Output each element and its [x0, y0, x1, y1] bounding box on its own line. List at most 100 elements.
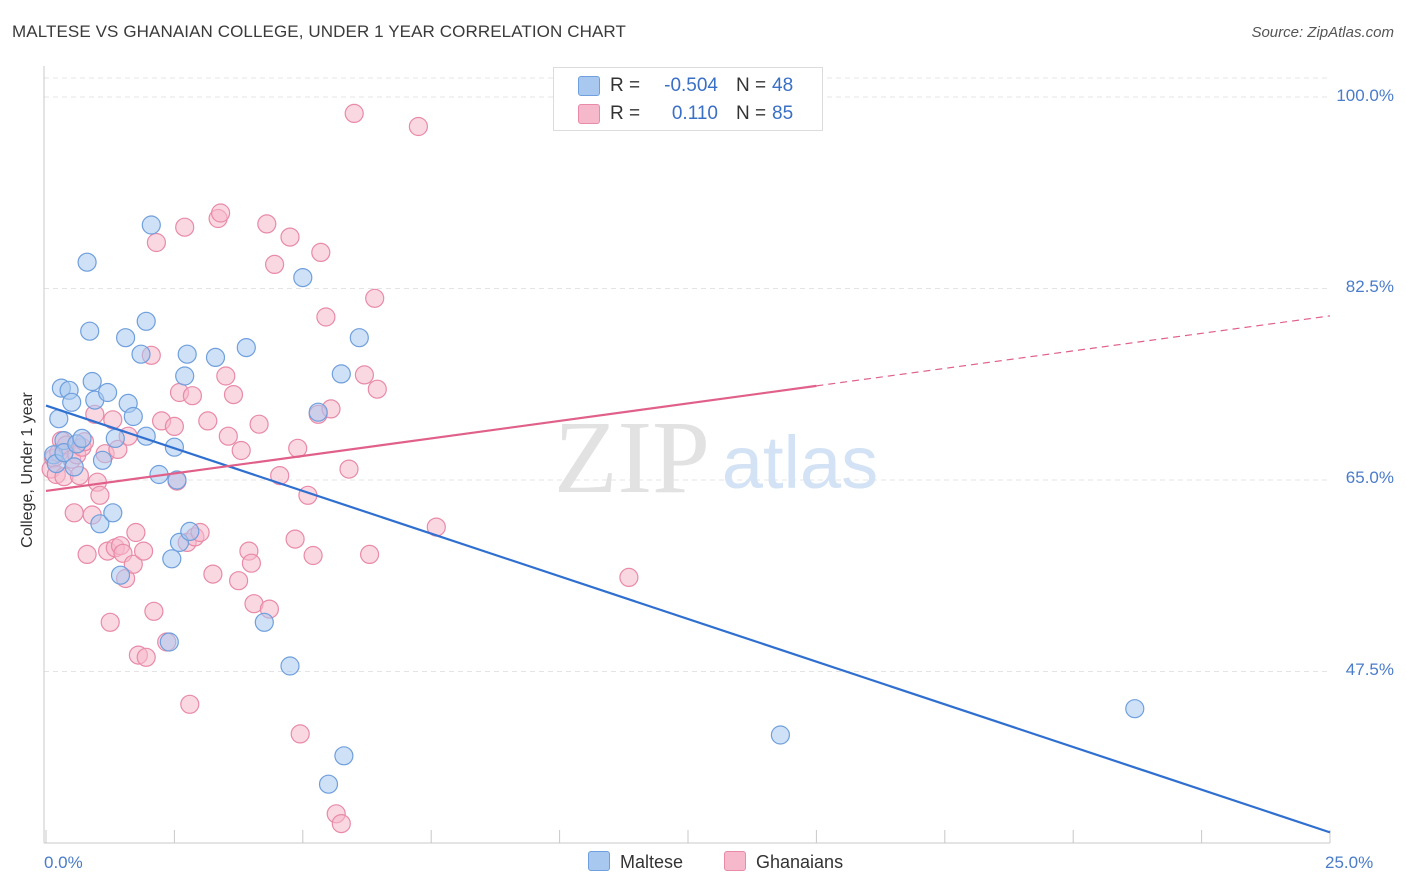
ghanaians-point: [218, 426, 238, 446]
maltese-point: [177, 344, 197, 364]
y-tick-label: 47.5%: [1345, 660, 1394, 679]
maltese-point: [770, 725, 791, 745]
ghanaians-point: [64, 503, 84, 523]
ghanaians-point: [288, 438, 308, 458]
n-value: 48: [772, 75, 794, 96]
ghanaians-legend-swatch: [724, 851, 746, 871]
maltese-point: [80, 321, 100, 341]
maltese-point: [236, 338, 256, 358]
n-label: N =: [736, 103, 767, 124]
source-label: Source: ZipAtlas.com: [1251, 24, 1394, 41]
maltese-point: [136, 311, 156, 331]
ghanaians-point: [339, 459, 359, 479]
maltese-point: [254, 612, 274, 632]
maltese-point: [293, 268, 313, 288]
maltese-point: [180, 521, 200, 542]
maltese-point: [318, 774, 339, 794]
ghanaians-point: [619, 567, 639, 588]
ghanaians-point: [290, 724, 310, 744]
legend-label-ghanaians: Ghanaians: [756, 852, 844, 872]
stats-legend: R = -0.504 N = 48 R = 0.110 N = 85: [553, 67, 823, 131]
y-tick-label: 100.0%: [1336, 86, 1394, 105]
ghanaians-point: [303, 545, 323, 566]
ghanaians-point: [367, 379, 387, 399]
maltese-point: [105, 428, 125, 448]
maltese-point: [1125, 699, 1145, 719]
n-label: N =: [736, 75, 767, 96]
maltese-point: [131, 344, 151, 364]
ghanaians-point: [123, 554, 143, 574]
ghanaians-points: [41, 103, 639, 834]
ghanaians-point: [136, 647, 156, 667]
ghanaians-point: [257, 214, 277, 234]
ghanaians-point: [126, 522, 146, 543]
watermark: ZIP atlas: [554, 400, 878, 515]
ghanaians-point: [164, 416, 184, 436]
maltese-point: [162, 549, 182, 569]
ghanaians-point: [354, 365, 374, 385]
ghanaians-point: [285, 529, 305, 549]
ghanaians-point: [180, 694, 200, 714]
ghanaians-point: [241, 553, 261, 573]
ghanaians-point: [223, 385, 244, 405]
watermark-zip: ZIP: [554, 400, 710, 515]
r-value: -0.504: [664, 75, 718, 96]
chart-title: MALTESE VS GHANAIAN COLLEGE, UNDER 1 YEA…: [12, 22, 626, 41]
maltese-point: [167, 470, 187, 490]
maltese-trend-line: [45, 404, 1331, 834]
ghanaians-point: [408, 116, 428, 137]
r-label: R =: [610, 103, 641, 124]
maltese-point: [90, 514, 110, 534]
legend-item-maltese[interactable]: Maltese: [588, 851, 683, 873]
ghanaians-point: [100, 612, 120, 632]
ghanaians-point: [175, 217, 195, 237]
watermark-atlas: atlas: [722, 421, 878, 504]
ghanaians-point: [365, 288, 385, 308]
ghanaians-point: [231, 440, 251, 461]
ghanaians-point: [316, 307, 336, 327]
maltese-point: [92, 450, 113, 470]
maltese-point: [115, 328, 136, 348]
maltese-swatch: [578, 76, 600, 96]
maltese-point: [110, 565, 131, 585]
x-tick-label: 25.0%: [1325, 853, 1374, 872]
maltese-point: [331, 364, 351, 384]
ghanaians-point: [216, 366, 236, 386]
maltese-point: [159, 632, 179, 652]
ghanaians-swatch: [578, 104, 600, 124]
ghanaians-point: [77, 544, 97, 565]
y-tick-label: 82.5%: [1345, 277, 1394, 296]
maltese-legend-swatch: [588, 851, 610, 871]
maltese-point: [175, 366, 195, 386]
maltese-point: [82, 371, 102, 392]
legend-item-ghanaians[interactable]: Ghanaians: [724, 851, 843, 873]
ghanaians-point: [211, 203, 231, 223]
maltese-point: [308, 402, 328, 422]
ghanaians-point: [331, 813, 351, 834]
ghanaians-point: [280, 227, 300, 247]
ghanaians-point: [311, 242, 331, 262]
ghanaians-point: [360, 544, 380, 565]
ghanaians-trend-line: [45, 384, 817, 493]
ghanaians-point: [182, 386, 202, 406]
legend-label-maltese: Maltese: [620, 852, 684, 872]
maltese-point: [123, 406, 143, 427]
ghanaians-point: [203, 564, 223, 584]
maltese-point: [280, 656, 300, 676]
maltese-point: [334, 746, 354, 766]
maltese-point: [77, 252, 97, 272]
ghanaians-point: [229, 571, 249, 591]
maltese-points: [44, 215, 1145, 794]
stats-row-ghanaians: R = 0.110 N = 85: [554, 102, 822, 126]
ghanaians-point: [146, 232, 166, 253]
ghanaians-trend-extension: [816, 315, 1331, 387]
maltese-point: [62, 392, 82, 412]
y-tick-label: 65.0%: [1345, 468, 1394, 487]
ghanaians-point: [134, 541, 154, 561]
ghanaians-point: [90, 485, 110, 505]
maltese-point: [97, 382, 118, 403]
ghanaians-point: [144, 601, 164, 621]
stats-row-maltese: R = -0.504 N = 48: [554, 74, 822, 98]
trend-lines: [45, 315, 1331, 834]
